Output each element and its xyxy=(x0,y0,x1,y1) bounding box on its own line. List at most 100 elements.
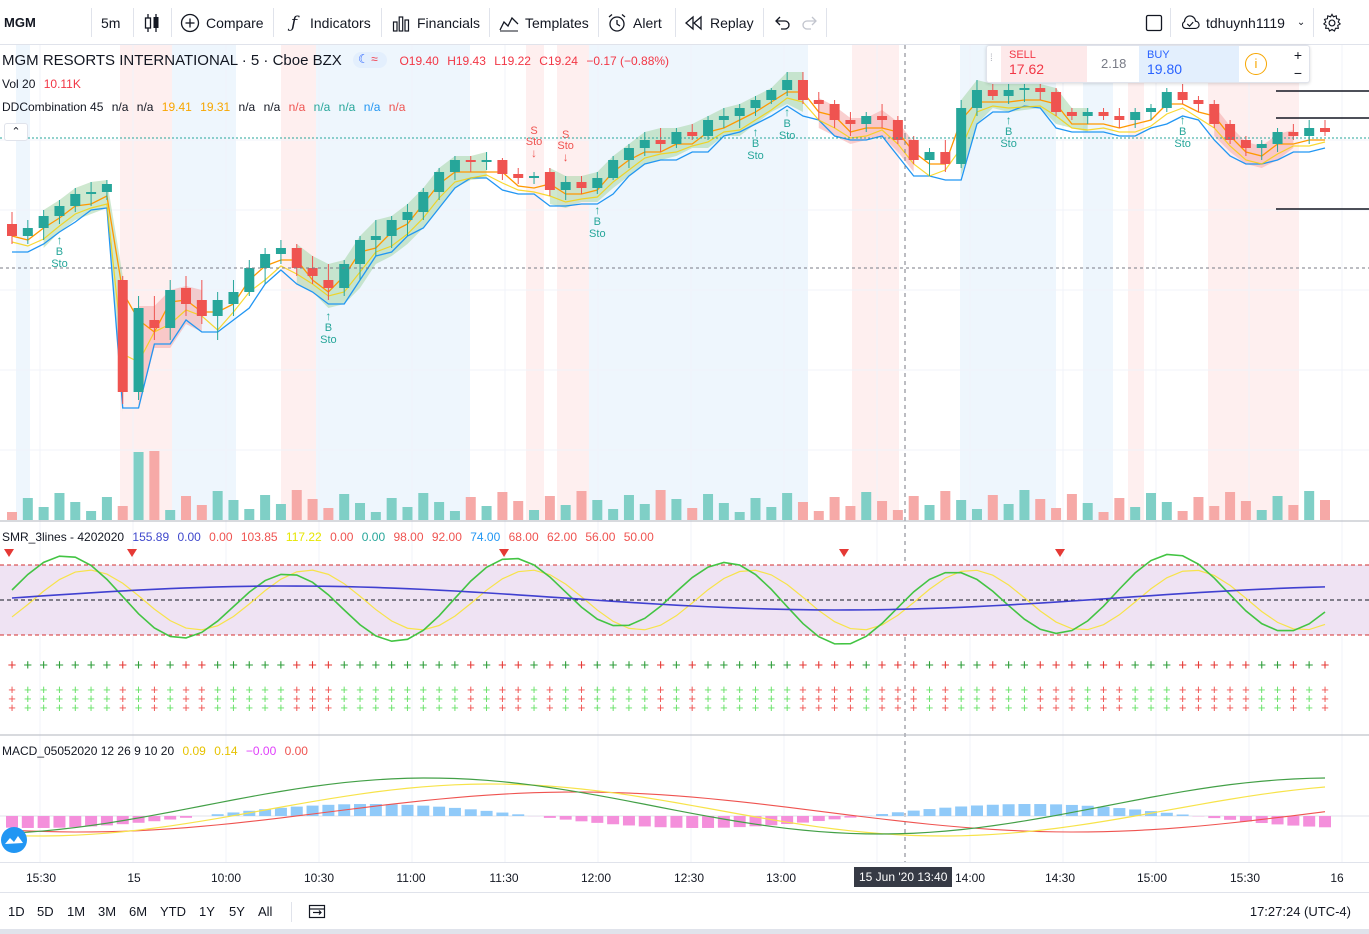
range-button-5d[interactable]: 5D xyxy=(37,904,54,919)
clock-timezone[interactable]: 17:27:24 (UTC-4) xyxy=(1249,904,1351,919)
time-axis[interactable]: 15:30 15 10:00 10:30 11:00 11:30 12:00 12:30 13:… xyxy=(0,862,1369,892)
signal-cross: + xyxy=(577,657,586,674)
signal-cross: + xyxy=(87,691,95,706)
signal-cross: + xyxy=(103,691,111,706)
replay-button[interactable]: Replay xyxy=(684,6,754,39)
macd-histogram-bar xyxy=(844,816,857,818)
signal-cross: + xyxy=(704,691,712,706)
range-button-all[interactable]: All xyxy=(258,904,273,919)
volume-bar xyxy=(1240,501,1251,520)
range-button-5y[interactable]: 5Y xyxy=(229,904,245,919)
user-menu-button[interactable]: tdhuynh1119 ⌄ xyxy=(1180,6,1305,39)
undo-button[interactable] xyxy=(772,6,798,39)
signal-cross: + xyxy=(909,657,918,674)
macd-histogram-bar xyxy=(1208,816,1221,819)
signal-cross: + xyxy=(719,657,728,674)
signal-cross: + xyxy=(672,657,681,674)
chart-type-button[interactable] xyxy=(142,6,168,39)
macd-histogram-bar xyxy=(21,816,34,828)
macd-histogram-bar xyxy=(480,810,493,816)
range-button-ytd[interactable]: YTD xyxy=(160,904,186,919)
volume-bar xyxy=(829,497,840,520)
macd-histogram-bar xyxy=(100,816,113,826)
indicators-button[interactable]: ƒ Indicators xyxy=(284,6,371,39)
volume-bar xyxy=(924,505,935,520)
candle-body xyxy=(307,268,318,276)
fullscreen-button[interactable] xyxy=(1144,6,1170,39)
signal-cross: + xyxy=(562,691,570,706)
signal-cross: + xyxy=(545,657,554,674)
volume-bar xyxy=(1177,511,1188,520)
signal-cross: + xyxy=(688,682,696,697)
candle-body xyxy=(244,268,255,292)
range-button-1m[interactable]: 1M xyxy=(67,904,86,919)
buy-button[interactable]: BUY 19.80 xyxy=(1139,46,1239,82)
signal-cross: + xyxy=(847,691,855,706)
signal-cross: + xyxy=(783,700,791,715)
spread-value: 2.18 xyxy=(1101,56,1127,71)
signal-cross: + xyxy=(230,691,238,706)
chart-canvas[interactable]: ↑BSto↑BSto↑BSto↑BSto↑BSto↑BSto↑BStoSSto↓… xyxy=(0,45,1369,862)
plus-icon[interactable]: + xyxy=(1293,47,1303,63)
templates-button[interactable]: Templates xyxy=(499,6,589,39)
candle-body xyxy=(1161,92,1172,108)
macd-histogram-bar xyxy=(6,816,18,828)
signal-cross: + xyxy=(925,657,934,674)
volume-bar xyxy=(386,498,397,520)
signal-cross: + xyxy=(340,657,349,674)
candle-body xyxy=(924,152,935,160)
time-tick: 15 xyxy=(127,871,141,885)
info-icon[interactable]: i xyxy=(1245,53,1267,75)
signal-cross: + xyxy=(1036,691,1044,706)
volume-bar xyxy=(987,495,998,520)
volume-bar xyxy=(940,491,951,520)
collapse-legend-button[interactable]: ⌃ xyxy=(4,123,28,141)
macd-histogram-bar xyxy=(765,816,778,826)
settings-button[interactable] xyxy=(1322,6,1348,39)
macd-histogram-bar xyxy=(686,816,699,828)
macd-histogram-bar xyxy=(812,816,825,822)
interval-button[interactable]: 5m xyxy=(101,14,121,31)
drag-handle-icon[interactable]: ⁞ xyxy=(990,53,993,64)
candle-body xyxy=(576,182,587,188)
range-button-1d[interactable]: 1D xyxy=(8,904,25,919)
signal-cross: + xyxy=(1036,700,1044,715)
volume-bar xyxy=(1051,508,1062,520)
signal-cross: + xyxy=(435,682,443,697)
tradingview-logo xyxy=(1,827,27,853)
alert-button[interactable]: Alert xyxy=(607,6,662,39)
redo-button[interactable] xyxy=(800,6,826,39)
signal-cross: + xyxy=(657,691,665,706)
time-tick: 15:30 xyxy=(1229,871,1261,885)
signal-cross: + xyxy=(1226,682,1234,697)
session-band xyxy=(16,45,30,520)
range-button-6m[interactable]: 6M xyxy=(129,904,148,919)
quantity-stepper[interactable]: + − xyxy=(1287,46,1309,82)
volume-bar xyxy=(402,507,413,520)
signal-cross: + xyxy=(752,700,760,715)
session-band xyxy=(526,45,544,520)
signal-cross: + xyxy=(135,691,143,706)
signal-cross: + xyxy=(767,657,776,674)
smr-band xyxy=(0,565,1369,635)
symbol-title[interactable]: MGM RESORTS INTERNATIONAL · 5 · Cboe BZX xyxy=(2,52,342,69)
signal-cross: + xyxy=(388,682,396,697)
goto-date-icon[interactable] xyxy=(308,903,326,924)
candle-body xyxy=(117,280,128,392)
signal-cross: + xyxy=(973,691,981,706)
compare-button[interactable]: Compare xyxy=(180,6,264,39)
range-button-1y[interactable]: 1Y xyxy=(199,904,215,919)
range-separator xyxy=(291,902,292,922)
candle-body xyxy=(655,140,666,144)
minus-icon[interactable]: − xyxy=(1293,65,1303,81)
volume-bar xyxy=(718,503,729,520)
signal-cross: + xyxy=(135,682,143,697)
financials-button[interactable]: Financials xyxy=(391,6,480,39)
signal-cross: + xyxy=(451,657,460,674)
sell-button[interactable]: SELL 17.62 xyxy=(1001,46,1087,82)
signal-cross: + xyxy=(609,657,618,674)
smr-sell-marker xyxy=(4,549,14,557)
signal-cross: + xyxy=(325,682,333,697)
symbol-search[interactable]: MGM xyxy=(4,6,90,39)
range-button-3m[interactable]: 3M xyxy=(98,904,117,919)
